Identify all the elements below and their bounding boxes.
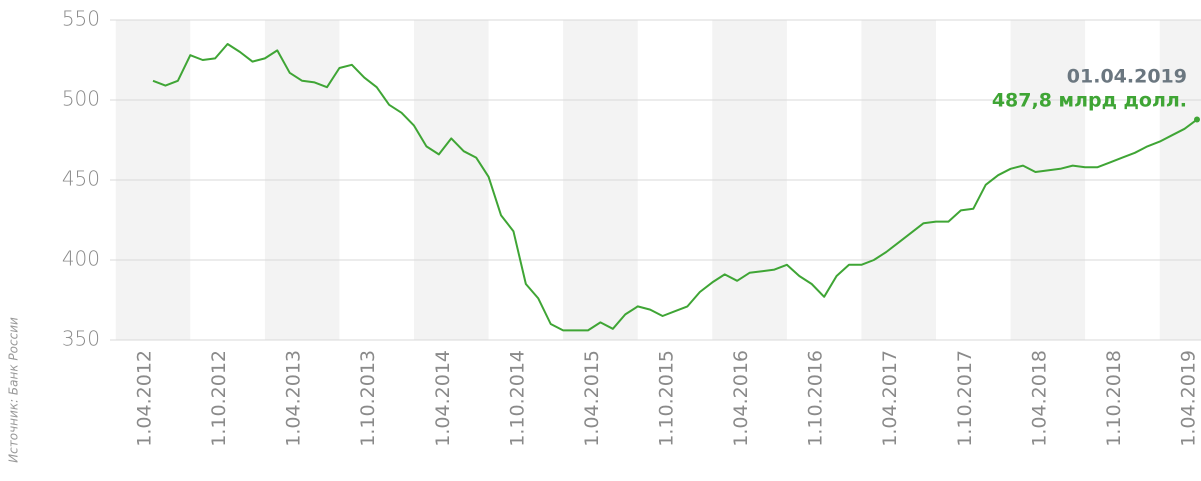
annotation-value: 487,8 млрд долл. bbox=[992, 90, 1187, 112]
x-tick-label: 1.10.2017 bbox=[954, 350, 976, 447]
x-tick-label: 1.04.2014 bbox=[432, 350, 454, 447]
x-tick-label: 1.10.2018 bbox=[1103, 350, 1125, 447]
x-tick-label: 1.04.2017 bbox=[879, 350, 901, 447]
x-tick-label: 1.04.2019 bbox=[1178, 350, 1200, 447]
y-tick-label: 400 bbox=[62, 247, 100, 271]
x-tick-label: 1.10.2015 bbox=[656, 350, 678, 447]
annotation-date: 01.04.2019 bbox=[1067, 66, 1187, 88]
y-tick-label: 350 bbox=[62, 327, 100, 351]
grid bbox=[110, 19, 1201, 341]
y-tick-label: 500 bbox=[62, 87, 100, 111]
line bbox=[152, 43, 1198, 332]
end-point bbox=[1194, 116, 1200, 123]
x-tick-label: 1.10.2012 bbox=[208, 350, 230, 447]
x-tick-label: 1.04.2015 bbox=[581, 350, 603, 447]
x-tick-label: 1.04.2018 bbox=[1028, 350, 1050, 447]
x-tick-label: 1.10.2014 bbox=[506, 350, 528, 447]
y-tick-label: 550 bbox=[62, 7, 100, 31]
x-tick-label: 1.04.2013 bbox=[283, 350, 305, 447]
y-tick-label: 450 bbox=[62, 167, 100, 191]
x-tick-label: 1.10.2016 bbox=[805, 350, 827, 447]
x-tick-label: 1.04.2016 bbox=[730, 350, 752, 447]
source-note: Источник: Банк России bbox=[7, 317, 21, 463]
x-tick-label: 1.04.2012 bbox=[134, 350, 156, 447]
x-tick-label: 1.10.2013 bbox=[357, 350, 379, 447]
